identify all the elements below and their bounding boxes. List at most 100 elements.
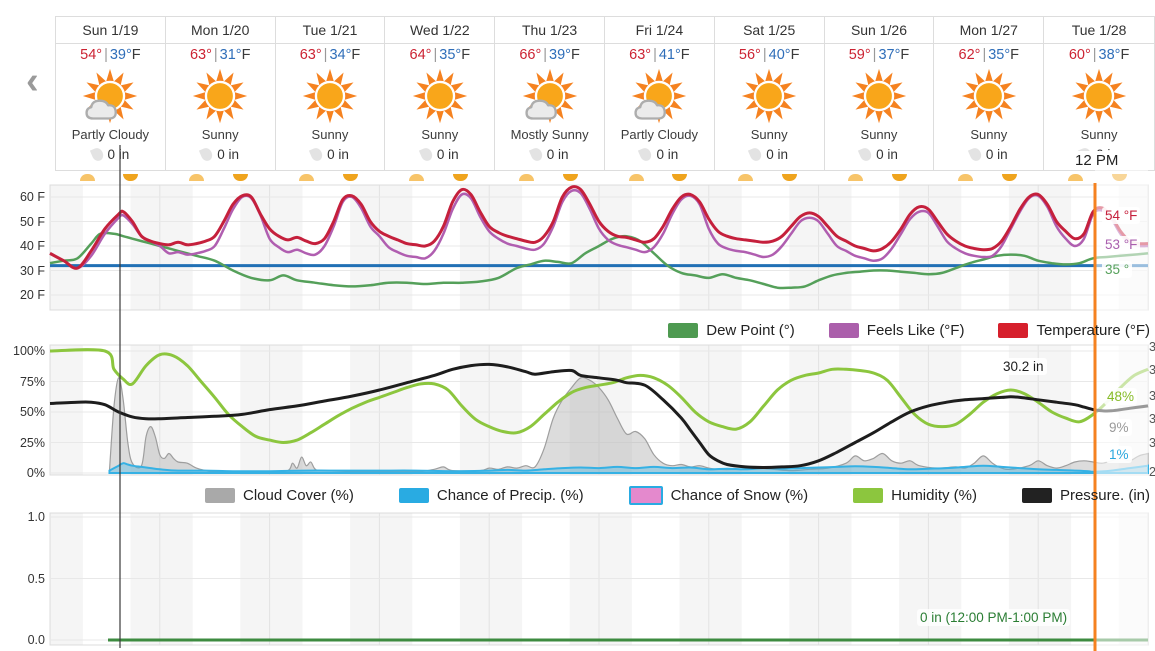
axis-tick-label: 60 F [19, 190, 45, 204]
legend-swatch [668, 323, 699, 338]
day-date: Mon 1/27 [934, 17, 1044, 44]
high-temp: 63° [189, 47, 212, 63]
day-temps: 64° | 35°F [409, 47, 471, 63]
legend-item[interactable]: Chance of Snow (%) [628, 486, 808, 505]
day-precip: 0 in [166, 144, 275, 164]
sun-icon [412, 68, 467, 124]
legend-item[interactable]: Pressure. (in) [1021, 487, 1150, 504]
conditions-legend: Cloud Cover (%) Chance of Precip. (%) Chan… [205, 486, 1150, 505]
day-precip: 0 in [56, 144, 165, 164]
low-temp: 34° [329, 47, 352, 63]
axis-tick-label: 50% [19, 405, 45, 419]
high-temp: 63° [299, 47, 322, 63]
sun-cloud-icon [83, 68, 138, 124]
high-temp: 63° [629, 47, 652, 63]
legend-label: Cloud Cover (%) [243, 487, 354, 504]
low-temp: 37° [878, 47, 901, 63]
day-date: Tue 1/28 [1044, 17, 1154, 44]
legend-item[interactable]: Chance of Precip. (%) [398, 487, 584, 504]
legend-label: Temperature (°F) [1036, 322, 1150, 339]
legend-item[interactable]: Dew Point (°) [668, 322, 795, 339]
right-axis-cut-label: 3 [1149, 340, 1155, 354]
sunset-icon [563, 174, 578, 181]
day-tile[interactable]: Sun 1/26 59° | 37°F Sunny 0 in [824, 17, 935, 170]
day-date: Mon 1/20 [165, 17, 275, 44]
sun-cloud-icon [632, 68, 687, 124]
hover-precip-chance-value: 1% [1106, 446, 1132, 463]
legend-label: Feels Like (°F) [866, 322, 965, 339]
temperature-line [49, 185, 1149, 270]
day-condition: Partly Cloudy [620, 127, 699, 142]
axis-tick-label: 75% [19, 374, 45, 389]
legend-label: Pressure. (in) [1059, 487, 1150, 504]
day-tile[interactable]: Fri 1/24 63° | 41°F Partly Cloudy 0 in [604, 17, 715, 170]
legend-item[interactable]: Humidity (%) [853, 487, 977, 504]
right-axis-cut-label: 3 [1149, 436, 1155, 450]
day-date: Fri 1/24 [604, 17, 714, 44]
legend-swatch [853, 488, 884, 503]
day-condition: Sunny [750, 127, 788, 142]
day-condition: Partly Cloudy [71, 127, 150, 142]
day-date: Sun 1/26 [824, 17, 934, 44]
legend-swatch [628, 486, 663, 505]
low-temp: 35° [988, 47, 1011, 63]
sunset-icon [1002, 174, 1017, 181]
day-precip: 0 in [605, 144, 714, 164]
prev-chevron-icon[interactable]: ‹ [26, 60, 39, 102]
day-condition: Sunny [970, 127, 1008, 142]
high-temp: 56° [738, 47, 761, 63]
day-tile[interactable]: Tue 1/21 63° | 34°F Sunny 0 in [275, 17, 386, 170]
day-tile[interactable]: Sat 1/25 56° | 40°F Sunny 0 in [714, 17, 825, 170]
legend-item[interactable]: Cloud Cover (%) [205, 487, 354, 504]
low-temp: 41° [658, 47, 681, 63]
day-precip: 0 in [825, 144, 934, 164]
hover-pressure-value: 30.2 in [1000, 358, 1047, 375]
day-tile[interactable]: Mon 1/20 63° | 31°F Sunny 0 in [165, 17, 276, 170]
day-condition: Sunny [201, 127, 239, 142]
hover-precip-amount-value: 0 in (12:00 PM-1:00 PM) [917, 609, 1071, 626]
day-date: Thu 1/23 [495, 17, 604, 44]
low-temp: 38° [1098, 47, 1121, 63]
day-tile[interactable]: Wed 1/22 64° | 35°F Sunny 0 in [385, 17, 496, 170]
precip-chance-area [108, 462, 1149, 474]
sunrise-icon [409, 174, 424, 181]
sunrise-icon [738, 174, 753, 181]
forecast-charts[interactable]: 3 3 3 3 3 2 [0, 140, 1155, 651]
sunset-icon [233, 174, 248, 181]
legend-item[interactable]: Temperature (°F) [998, 322, 1150, 339]
day-tile[interactable]: Thu 1/23 66° | 39°F Mostly Sunny 0 in [495, 17, 605, 170]
legend-swatch [828, 323, 859, 338]
sunrise-icon [80, 174, 95, 181]
axis-tick-label: 50 F [19, 214, 45, 229]
hover-feels-like-value: 53 °F [1102, 236, 1141, 253]
axis-tick-label: 0% [26, 466, 45, 480]
sunset-icon [672, 174, 687, 181]
day-tile[interactable]: Mon 1/27 62° | 35°F Sunny 0 in [934, 17, 1045, 170]
hover-temperature-value: 54 °F [1102, 207, 1141, 224]
low-temp: 39° [109, 47, 132, 63]
hover-time-label: 12 PM [1068, 151, 1126, 170]
day-condition: Sunny [421, 127, 459, 142]
day-temps: 59° | 37°F [848, 47, 910, 63]
hover-cloud-cover-value: 9% [1106, 419, 1132, 436]
day-temps: 54° | 39°F [80, 47, 141, 63]
sun-icon [741, 68, 797, 124]
day-condition: Mostly Sunny [510, 127, 589, 142]
high-temp: 64° [409, 47, 432, 63]
high-temp: 62° [958, 47, 981, 63]
high-temp: 66° [519, 47, 542, 63]
sunset-icon [453, 174, 468, 181]
day-tile[interactable]: Sun 1/19 54° | 39°F Partly Cloudy 0 in [56, 17, 166, 170]
legend-item[interactable]: Feels Like (°F) [828, 322, 965, 339]
humidity-line [49, 348, 1149, 445]
sunset-icon [343, 174, 358, 181]
sunset-icon [123, 174, 138, 181]
right-axis-cut-label: 3 [1149, 389, 1155, 403]
day-temps: 63° | 31°F [189, 47, 251, 63]
high-temp: 54° [80, 47, 103, 63]
legend-label: Dew Point (°) [706, 322, 795, 339]
sun-icon [851, 68, 907, 124]
day-temps: 63° | 34°F [299, 47, 361, 63]
right-axis-cut-label: 3 [1149, 363, 1155, 377]
